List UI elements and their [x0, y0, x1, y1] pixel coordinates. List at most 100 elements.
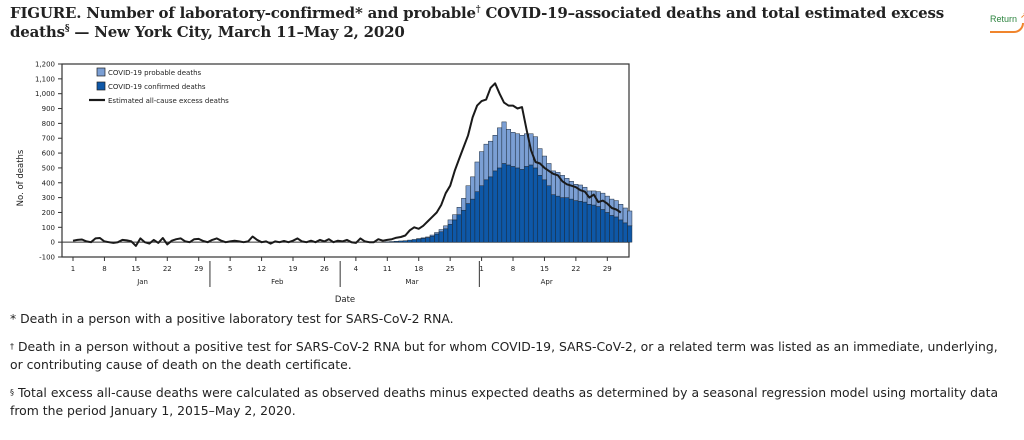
x-tick-label: 12: [257, 265, 266, 273]
bar-confirmed: [510, 166, 516, 243]
chart: -100 0 100 200 300 400 500 600 700 800 900 1,000 1,1…: [16, 61, 633, 305]
bar-probable: [622, 207, 628, 224]
bar-probable: [470, 176, 476, 200]
axes-layer: -100 0 100 200 300 400 500 600 700 800 900 1,000 1,1…: [35, 61, 630, 287]
bar-confirmed: [595, 206, 601, 243]
return-arrow-icon: [990, 23, 1024, 33]
footnotes: * Death in a person with a positive labo…: [10, 310, 1010, 430]
plot-frame: [61, 63, 630, 258]
bar-confirmed: [537, 175, 543, 243]
bar-confirmed: [488, 176, 494, 243]
bar-confirmed: [443, 228, 449, 243]
legend: COVID-19 probable deaths COVID-19 confirm…: [89, 67, 229, 105]
legend-label: COVID-19 probable deaths: [108, 69, 201, 77]
bar-probable: [506, 129, 511, 166]
bar-confirmed: [541, 179, 547, 243]
y-tick-label: 1,100: [35, 75, 55, 83]
line-layer: [72, 82, 622, 247]
x-tick-label: 25: [446, 265, 455, 273]
bar-confirmed: [497, 167, 503, 243]
bar-probable: [456, 207, 462, 215]
y-tick-label: 1,000: [35, 90, 55, 98]
x-tick-label: 8: [102, 265, 106, 273]
bar-probable: [515, 133, 520, 169]
bar-confirmed: [411, 239, 417, 243]
x-tick-label: 15: [540, 265, 549, 273]
return-button[interactable]: Return ➚: [990, 10, 1024, 33]
footnote-excess: § Total excess all-cause deaths were cal…: [10, 385, 999, 418]
bar-confirmed: [470, 198, 476, 243]
bar-confirmed: [622, 222, 628, 243]
bar-confirmed: [555, 195, 561, 243]
bar-confirmed: [425, 237, 431, 243]
bar-confirmed: [456, 214, 462, 243]
y-tick-label: -100: [39, 254, 55, 262]
x-tick-label: 1: [71, 265, 75, 273]
bar-confirmed: [501, 163, 507, 243]
bar-probable: [479, 151, 485, 186]
bar-probable: [434, 232, 440, 235]
figure-title: FIGURE. Number of laboratory-confirmed* …: [10, 4, 945, 41]
x-tick-label: 29: [603, 265, 612, 273]
bar-probable: [564, 178, 570, 198]
x-axis-label: Date: [335, 295, 355, 305]
x-tick-label: 4: [354, 265, 359, 273]
bar-probable: [501, 121, 507, 164]
bar-probable: [465, 185, 471, 204]
bar-confirmed: [600, 209, 606, 243]
y-tick-label: 600: [42, 150, 55, 158]
bar-confirmed: [483, 179, 489, 243]
bar-probable: [519, 135, 525, 170]
bar-probable: [461, 198, 467, 211]
bar-probable: [497, 127, 503, 169]
legend-swatch-confirmed: [96, 81, 106, 91]
x-tick-label: 5: [228, 265, 232, 273]
legend-label: Estimated all-cause excess deaths: [108, 97, 229, 105]
bars-layer: [384, 121, 633, 243]
bar-confirmed: [533, 167, 538, 243]
bar-probable: [483, 143, 489, 181]
bar-confirmed: [528, 164, 534, 243]
bar-confirmed: [398, 240, 404, 243]
y-tick-label: 900: [42, 105, 55, 113]
bar-probable: [447, 219, 453, 225]
y-axis-label: No. of deaths: [16, 149, 26, 206]
bar-confirmed: [627, 225, 633, 243]
y-tick-label: 400: [42, 179, 55, 187]
y-tick-label: 300: [42, 194, 55, 202]
bar-confirmed: [604, 212, 610, 243]
bar-confirmed: [613, 216, 619, 243]
return-label: Return: [990, 14, 1018, 24]
bar-confirmed: [591, 204, 597, 243]
bar-probable: [425, 236, 431, 238]
month-label: Feb: [271, 278, 284, 286]
x-tick-label: 29: [194, 265, 203, 273]
x-tick-label: 26: [320, 265, 329, 273]
bar-probable: [577, 184, 583, 202]
y-tick-label: 100: [42, 224, 55, 232]
bar-confirmed: [524, 166, 529, 243]
bar-confirmed: [416, 238, 422, 243]
bar-probable: [474, 161, 480, 192]
x-tick-label: 8: [511, 265, 515, 273]
y-tick-label: 500: [42, 164, 55, 172]
bar-probable: [492, 135, 498, 172]
footnote-confirmed: * Death in a person with a positive labo…: [10, 311, 454, 326]
y-tick-label: 700: [42, 135, 55, 143]
return-arrowhead-icon: ➚: [1020, 10, 1024, 20]
bar-confirmed: [519, 169, 525, 243]
bar-confirmed: [479, 185, 485, 243]
bar-probable: [488, 140, 494, 178]
bar-confirmed: [564, 197, 570, 243]
bar-probable: [546, 163, 552, 186]
bar-confirmed: [465, 203, 471, 243]
bar-confirmed: [582, 201, 588, 243]
bar-confirmed: [461, 209, 467, 243]
legend-label: COVID-19 confirmed deaths: [108, 83, 206, 91]
legend-swatch-probable: [96, 67, 106, 77]
x-tick-label: 1: [479, 265, 483, 273]
bar-confirmed: [452, 219, 458, 243]
bar-confirmed: [438, 231, 444, 243]
bar-confirmed: [429, 235, 435, 243]
bar-confirmed: [447, 224, 453, 243]
